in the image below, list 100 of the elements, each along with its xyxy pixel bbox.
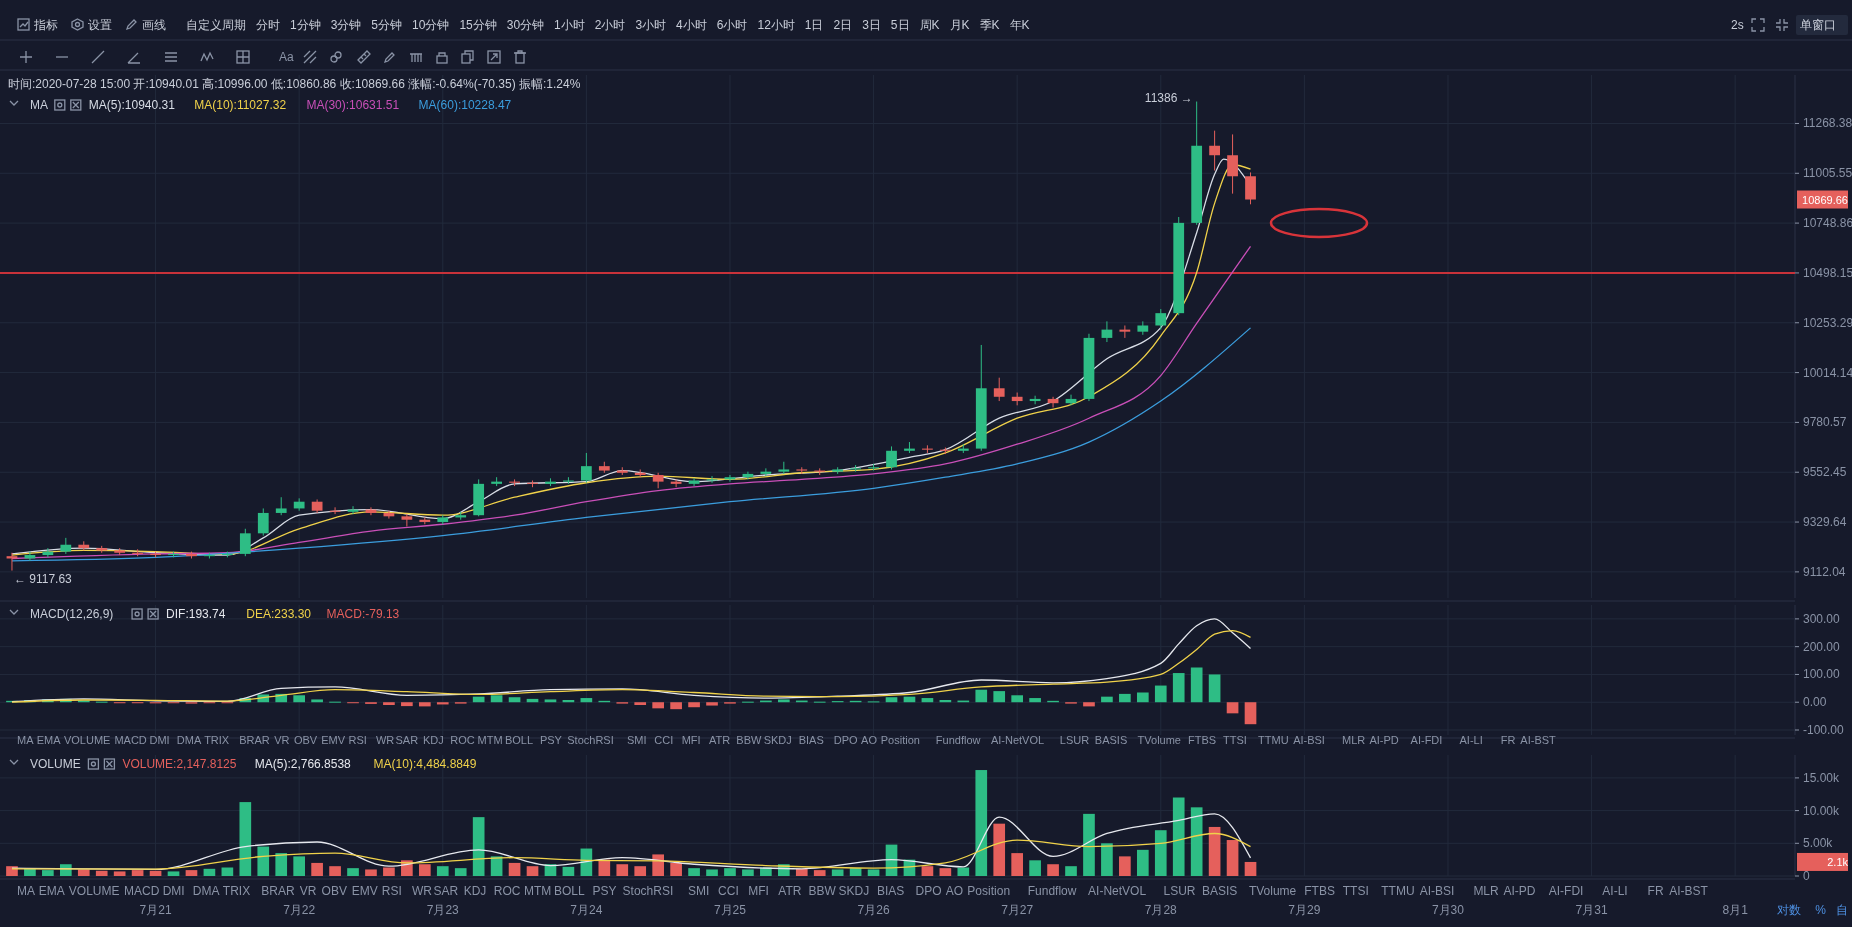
annotation: MA [17,734,35,746]
text: PSY [592,884,617,898]
text: 单窗口 [1800,18,1836,32]
annotation: TTSI [1223,734,1247,746]
text: TTMU [1381,884,1415,898]
text: AI-BST [1669,884,1709,898]
annotation: BOLL [504,734,534,746]
y-tick-label: 9112.04 [1803,564,1846,579]
annotation: SAR [395,734,419,746]
text: MA(30):10631.51 [306,98,400,112]
annotation: PSY [539,734,563,746]
annotation: Position [880,734,920,746]
text: MACD [124,884,160,898]
annotation: DMA [176,734,202,746]
x-tick-label: 7月31 [1575,903,1608,917]
y-tick-label: 10498.15 [1803,265,1852,280]
text: OBV [321,884,347,898]
annotation: AO [861,734,878,746]
y-tick-label: 100.00 [1803,667,1841,682]
text: ATR [778,884,802,898]
chart-title: MACD(12,26,9) [30,607,114,621]
text: BIAS [877,884,905,898]
text: MA(5):2,766.8538 [254,757,352,771]
text: Position [967,884,1011,898]
annotation: AI-NetVOL [990,734,1045,746]
text: MA(10):4,484.8849 [373,757,477,771]
x-tick-label: 7月28 [1144,903,1178,917]
text: SMI [688,884,710,898]
x-tick-label: 8月1 [1722,903,1749,917]
y-tick-label: 10748.86 [1803,216,1852,231]
text: Fundflow [1027,884,1077,898]
text: TRIX [222,884,251,898]
text: MFI [748,884,769,898]
annotation: StochRSI [567,734,614,746]
text: TVolume [1248,884,1297,898]
y-tick-label: 200.00 [1803,639,1841,654]
text: MTM [523,884,552,898]
text: AI-LI [1602,884,1628,898]
text: WR [411,884,433,898]
y-tick-label: 9780.57 [1803,415,1847,430]
text: 对数 [1777,903,1802,917]
annotation: ← 9117.63 [13,571,73,586]
text: AO [945,884,963,898]
annotation: AI-BSI [1293,734,1325,746]
x-tick-label: 7月27 [1001,903,1034,917]
text: BASIS [1202,884,1238,898]
text: VOLUME:2,147.8125 [122,757,237,771]
y-tick-label: 11268.38 [1803,116,1852,131]
text: MA(60):10228.47 [418,98,512,112]
text: 自 [1836,903,1848,917]
annotation: SKDJ [763,734,792,746]
text: MA [17,884,35,898]
y-tick-label: 10014.14 [1803,365,1852,380]
text: AI-NetVOL [1088,884,1147,898]
annotation: BRAR [239,734,270,746]
annotation: EMV [321,734,346,746]
x-tick-label: 7月22 [283,903,316,917]
text: BOLL [554,884,586,898]
y-tick-label: 5.00k [1803,836,1834,851]
annotation: SMI [626,734,647,746]
text: MA(5):10940.31 [88,98,176,112]
annotation: VR [274,734,290,746]
y-tick-label: 9552.45 [1803,465,1847,480]
y-tick-label: -100.00 [1803,723,1845,737]
y-tick-label: 0.00 [1803,695,1827,710]
annotation: EMA [36,734,62,746]
annotation: MFI [681,734,701,746]
annotation: KDJ [422,734,444,746]
text: 自定义周期 分时 1分钟 3分钟 5分钟 10分钟 15分钟 30分钟 1小时 2小时 3小时 4小时 6小时 12小时 1日 2日 3日 5日 周K 月K 季K 年K [186,18,1030,32]
text: MLR [1473,884,1500,898]
x-tick-label: 7月23 [426,903,460,917]
text: EMV [351,884,378,898]
x-tick-label: 7月30 [1431,903,1465,917]
text: EMA [38,884,65,898]
y-tick-label: 300.00 [1803,611,1841,626]
text: MA [30,98,48,112]
annotation: BASIS [1094,734,1128,746]
annotation: FTBS [1188,734,1217,746]
annotation: TVolume [1137,734,1181,746]
annotation: AI-FDI [1410,734,1443,746]
annotation: MACD [114,734,147,746]
annotation: DPO [833,734,859,746]
text: Aa [279,50,294,64]
text: LSUR [1163,884,1196,898]
annotation: AI-BST [1520,734,1557,746]
text: VOLUME [68,884,120,898]
text: AI-FDI [1548,884,1584,898]
text: 2.1k [1827,855,1849,868]
y-tick-label: 15.00k [1803,770,1841,785]
text: FR [1647,884,1664,898]
annotation: LSUR [1059,734,1090,746]
text: RSI [381,884,402,898]
text: BBW [808,884,837,898]
text: SKDJ [838,884,870,898]
annotation: AI-LI [1459,734,1483,746]
annotation: MTM [477,734,503,746]
annotation: TRIX [204,734,230,746]
chart-subtitle: 时间:2020-07-28 15:00 开:10940.01 高:10996.00 低:10860.86 收:10869.66 涨幅:-0.64%(-70.35) 振幅:1.24% [8,77,581,91]
text: MACD:-79.13 [326,607,400,621]
annotation: CCI [654,734,674,746]
